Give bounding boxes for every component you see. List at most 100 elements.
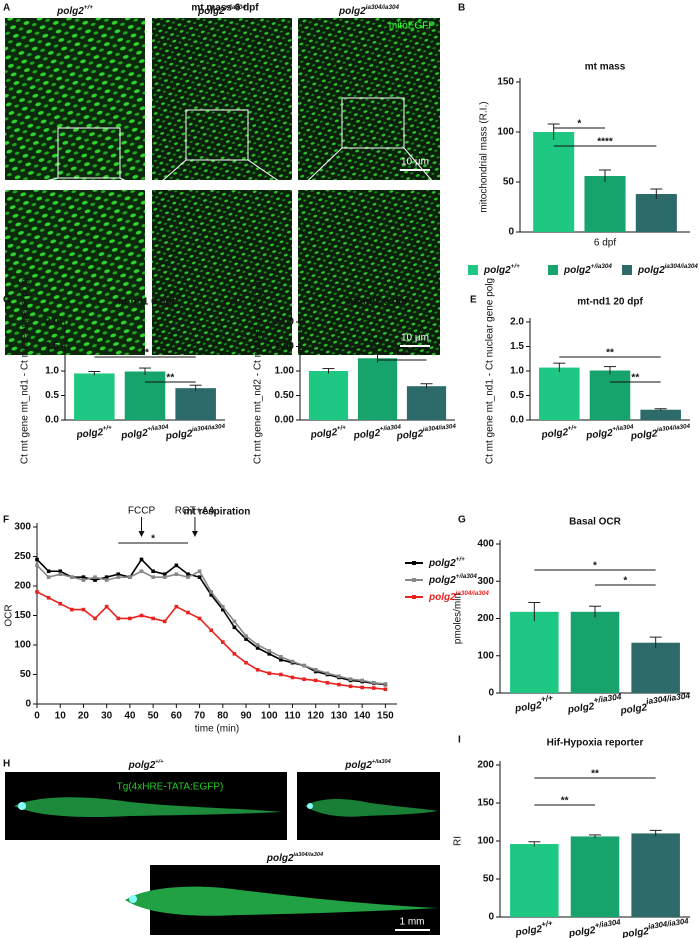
point xyxy=(81,607,86,612)
point xyxy=(197,569,202,574)
bar xyxy=(510,611,559,693)
x-axis-label: time (min) xyxy=(195,724,239,735)
bar xyxy=(357,358,398,420)
point xyxy=(360,678,364,683)
point xyxy=(221,604,225,609)
y-tick-label: 200 xyxy=(14,581,31,592)
bar xyxy=(631,642,680,693)
allele: ia304/ia304 xyxy=(647,916,689,931)
chart-title: mt-nd1 20 dpf xyxy=(577,297,643,308)
point xyxy=(81,575,86,579)
genotype-label: polg2+/ia304 xyxy=(584,424,634,442)
point xyxy=(232,652,237,656)
point xyxy=(371,680,376,685)
point xyxy=(313,667,318,672)
y-tick-label: 2.00 xyxy=(275,317,295,328)
gene: polg2 xyxy=(56,6,84,17)
point xyxy=(290,675,295,680)
legend-marker xyxy=(412,561,416,565)
y-tick-label: 100 xyxy=(497,127,514,138)
gene: polg2 xyxy=(514,924,543,938)
point xyxy=(267,671,272,676)
point xyxy=(174,572,179,576)
x-tick-label: 100 xyxy=(261,711,278,722)
point xyxy=(151,616,155,621)
panel-title: mt mass 6 dpf xyxy=(191,3,259,14)
y-tick-label: 50 xyxy=(20,669,32,680)
allele: +/ia304 xyxy=(591,263,613,270)
chart-title: mt mass xyxy=(585,62,626,73)
bar xyxy=(635,194,677,232)
point xyxy=(197,616,202,621)
gene: polg2 xyxy=(585,427,614,441)
allele: +/ia304 xyxy=(593,691,623,705)
annotation: FCCP xyxy=(128,506,156,517)
y-axis-label: mitochondrial mass (R.I.) xyxy=(479,101,490,212)
x-tick-label: 150 xyxy=(377,711,394,722)
gene: polg2 xyxy=(428,592,456,603)
x-tick-label: 140 xyxy=(354,711,371,722)
chart-title: mt-nd2 6 dpf xyxy=(348,297,409,308)
y-tick-label: 100 xyxy=(477,836,494,847)
panel-h-images xyxy=(5,772,440,935)
gene: polg2 xyxy=(395,428,424,442)
bar xyxy=(584,176,626,232)
point xyxy=(244,637,248,641)
bar xyxy=(539,367,580,420)
significance-label: ** xyxy=(561,796,569,807)
allele: +/ia304 xyxy=(225,4,247,11)
genotype-label: polg2+/+ xyxy=(513,918,554,938)
significance-label: * xyxy=(577,119,581,130)
point xyxy=(337,674,341,679)
point xyxy=(302,677,306,682)
point xyxy=(221,607,225,612)
panel-letter: C xyxy=(3,295,10,306)
allele: ia304/ia304 xyxy=(456,590,490,597)
genotype-label: polg2+/+ xyxy=(128,759,164,770)
annotation-arrowhead xyxy=(138,531,145,537)
allele: ia304/ia304 xyxy=(294,852,324,858)
allele: +/+ xyxy=(540,693,553,705)
point xyxy=(46,596,51,600)
point xyxy=(244,660,248,665)
point xyxy=(279,672,283,677)
point xyxy=(325,680,330,685)
gene: polg2 xyxy=(428,558,456,569)
gene: polg2 xyxy=(428,575,456,586)
point xyxy=(244,634,248,638)
gene: polg2 xyxy=(637,265,665,276)
y-tick-label: 150 xyxy=(477,798,494,809)
y-axis-label: Ct mt gene mt_nd1 - Ct nuclear gene polg xyxy=(20,278,31,464)
point xyxy=(232,619,237,624)
point xyxy=(81,578,86,582)
x-tick-label: 50 xyxy=(148,711,160,722)
point xyxy=(221,640,225,644)
point xyxy=(116,575,121,579)
y-tick-label: 100 xyxy=(14,640,31,651)
y-tick-label: 0 xyxy=(508,227,514,238)
point xyxy=(383,687,388,692)
point xyxy=(186,575,190,579)
y-tick-label: 100 xyxy=(477,650,494,661)
allele: +/ia304 xyxy=(612,424,634,433)
point xyxy=(116,616,121,621)
panel-a-images xyxy=(4,18,441,355)
series-line xyxy=(36,564,386,685)
point xyxy=(232,625,237,630)
allele: ia304/ia304 xyxy=(366,4,400,11)
point xyxy=(58,569,63,574)
bar xyxy=(175,388,216,420)
allele: +/+ xyxy=(337,424,347,432)
point xyxy=(279,655,283,659)
y-tick-label: 1.0 xyxy=(510,366,524,377)
y-tick-label: 50 xyxy=(503,177,515,188)
point xyxy=(360,685,364,690)
chart-title: Hif-Hypoxia reporter xyxy=(547,738,644,749)
gene: polg2 xyxy=(120,427,149,441)
gene: polg2 xyxy=(338,6,366,17)
chart-title: mt respiration xyxy=(184,507,251,518)
point xyxy=(255,667,260,672)
genotype-label: polg2+/ia304 xyxy=(428,573,477,585)
point xyxy=(46,575,51,579)
